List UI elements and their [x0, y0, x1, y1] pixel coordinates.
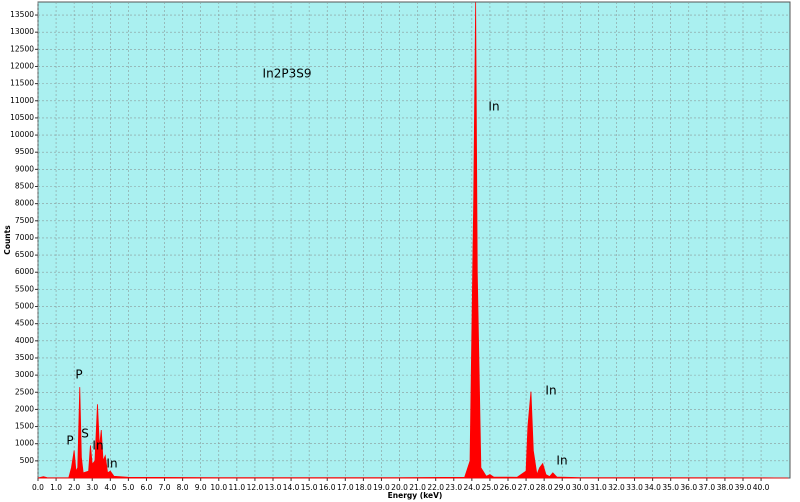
- y-tick-label: 4500: [15, 319, 34, 328]
- x-tick-label: 3.0: [86, 483, 98, 492]
- y-tick-label: 13500: [10, 10, 34, 19]
- x-tick-label: 10.0: [210, 483, 227, 492]
- x-tick-label: 15.0: [301, 483, 318, 492]
- x-tick-label: 14.0: [283, 483, 300, 492]
- x-tick-label: 28.0: [536, 483, 553, 492]
- peak-label: In: [545, 384, 556, 398]
- x-tick-label: 37.0: [698, 483, 715, 492]
- peak-label: S: [81, 427, 89, 441]
- x-tick-label: 26.0: [500, 483, 517, 492]
- y-tick-label: 1000: [15, 439, 34, 448]
- y-tick-label: 2000: [15, 404, 34, 413]
- x-tick-label: 18.0: [355, 483, 372, 492]
- y-tick-label: 10500: [10, 113, 34, 122]
- x-tick-label: 22.0: [427, 483, 444, 492]
- plot-area: [37, 1, 791, 479]
- y-tick-label: 11000: [10, 96, 34, 105]
- x-tick-label: 16.0: [319, 483, 336, 492]
- x-tick-label: 12.0: [247, 483, 264, 492]
- x-tick-label: 39.0: [735, 483, 752, 492]
- x-tick-label: 19.0: [373, 483, 390, 492]
- y-tick-label: 7500: [15, 216, 34, 225]
- spectrum: [37, 2, 789, 479]
- x-tick-label: 5.0: [122, 483, 134, 492]
- chart-title: In2P3S9: [263, 67, 312, 81]
- y-axis-label: Counts: [3, 225, 12, 255]
- y-tick-label: 5000: [15, 302, 34, 311]
- x-tick-label: 30.0: [572, 483, 589, 492]
- y-tick-label: 13000: [10, 27, 34, 36]
- x-tick-label: 23.0: [445, 483, 462, 492]
- peak-label: P: [66, 434, 73, 448]
- x-tick-label: 40.0: [753, 483, 770, 492]
- y-tick-label: 1500: [15, 422, 34, 431]
- x-tick-label: 6.0: [140, 483, 152, 492]
- x-tick-label: 13.0: [265, 483, 282, 492]
- y-tick-label: 9000: [15, 164, 34, 173]
- y-tick-label: 7000: [15, 233, 34, 242]
- x-tick-label: 4.0: [104, 483, 116, 492]
- x-tick-label: 27.0: [518, 483, 535, 492]
- x-tick-label: 31.0: [590, 483, 607, 492]
- x-tick-label: 32.0: [608, 483, 625, 492]
- x-tick-label: 9.0: [195, 483, 207, 492]
- peak-label: In: [488, 100, 499, 114]
- x-tick-label: 1.0: [50, 483, 62, 492]
- x-tick-label: 38.0: [717, 483, 734, 492]
- x-tick-label: 17.0: [337, 483, 354, 492]
- x-tick-label: 29.0: [554, 483, 571, 492]
- y-tick-label: 6500: [15, 250, 34, 259]
- x-tick-label: 2.0: [68, 483, 80, 492]
- y-tick-label: 12500: [10, 44, 34, 53]
- y-tick-label: 11500: [10, 79, 34, 88]
- y-tick-label: 8500: [15, 182, 34, 191]
- y-tick-label: 500: [20, 456, 35, 465]
- x-tick-label: 0.0: [32, 483, 44, 492]
- x-tick-label: 35.0: [662, 483, 679, 492]
- y-tick-label: 8000: [15, 199, 34, 208]
- y-tick-label: 5500: [15, 284, 34, 293]
- y-tick-label: 10000: [10, 130, 34, 139]
- y-tick-label: 3500: [15, 353, 34, 362]
- x-tick-label: 21.0: [409, 483, 426, 492]
- peak-label: In: [556, 454, 567, 468]
- peak-label: In: [92, 439, 103, 453]
- x-tick-label: 20.0: [391, 483, 408, 492]
- y-tick-label: 2500: [15, 387, 34, 396]
- y-tick-label: 9500: [15, 147, 34, 156]
- x-tick-label: 33.0: [626, 483, 643, 492]
- peak-label: In: [106, 457, 117, 471]
- x-tick-label: 11.0: [228, 483, 245, 492]
- x-axis-label: Energy (keV): [388, 491, 443, 500]
- y-tick-label: 3000: [15, 370, 34, 379]
- x-tick-label: 25.0: [482, 483, 499, 492]
- x-tick-label: 7.0: [159, 483, 171, 492]
- y-tick-label: 6000: [15, 267, 34, 276]
- y-tick-label: 12000: [10, 61, 34, 70]
- y-tick-label: 4000: [15, 336, 34, 345]
- x-tick-label: 8.0: [177, 483, 189, 492]
- x-tick-label: 34.0: [644, 483, 661, 492]
- x-tick-label: 36.0: [680, 483, 697, 492]
- peak-label: P: [75, 368, 82, 382]
- x-tick-label: 24.0: [463, 483, 480, 492]
